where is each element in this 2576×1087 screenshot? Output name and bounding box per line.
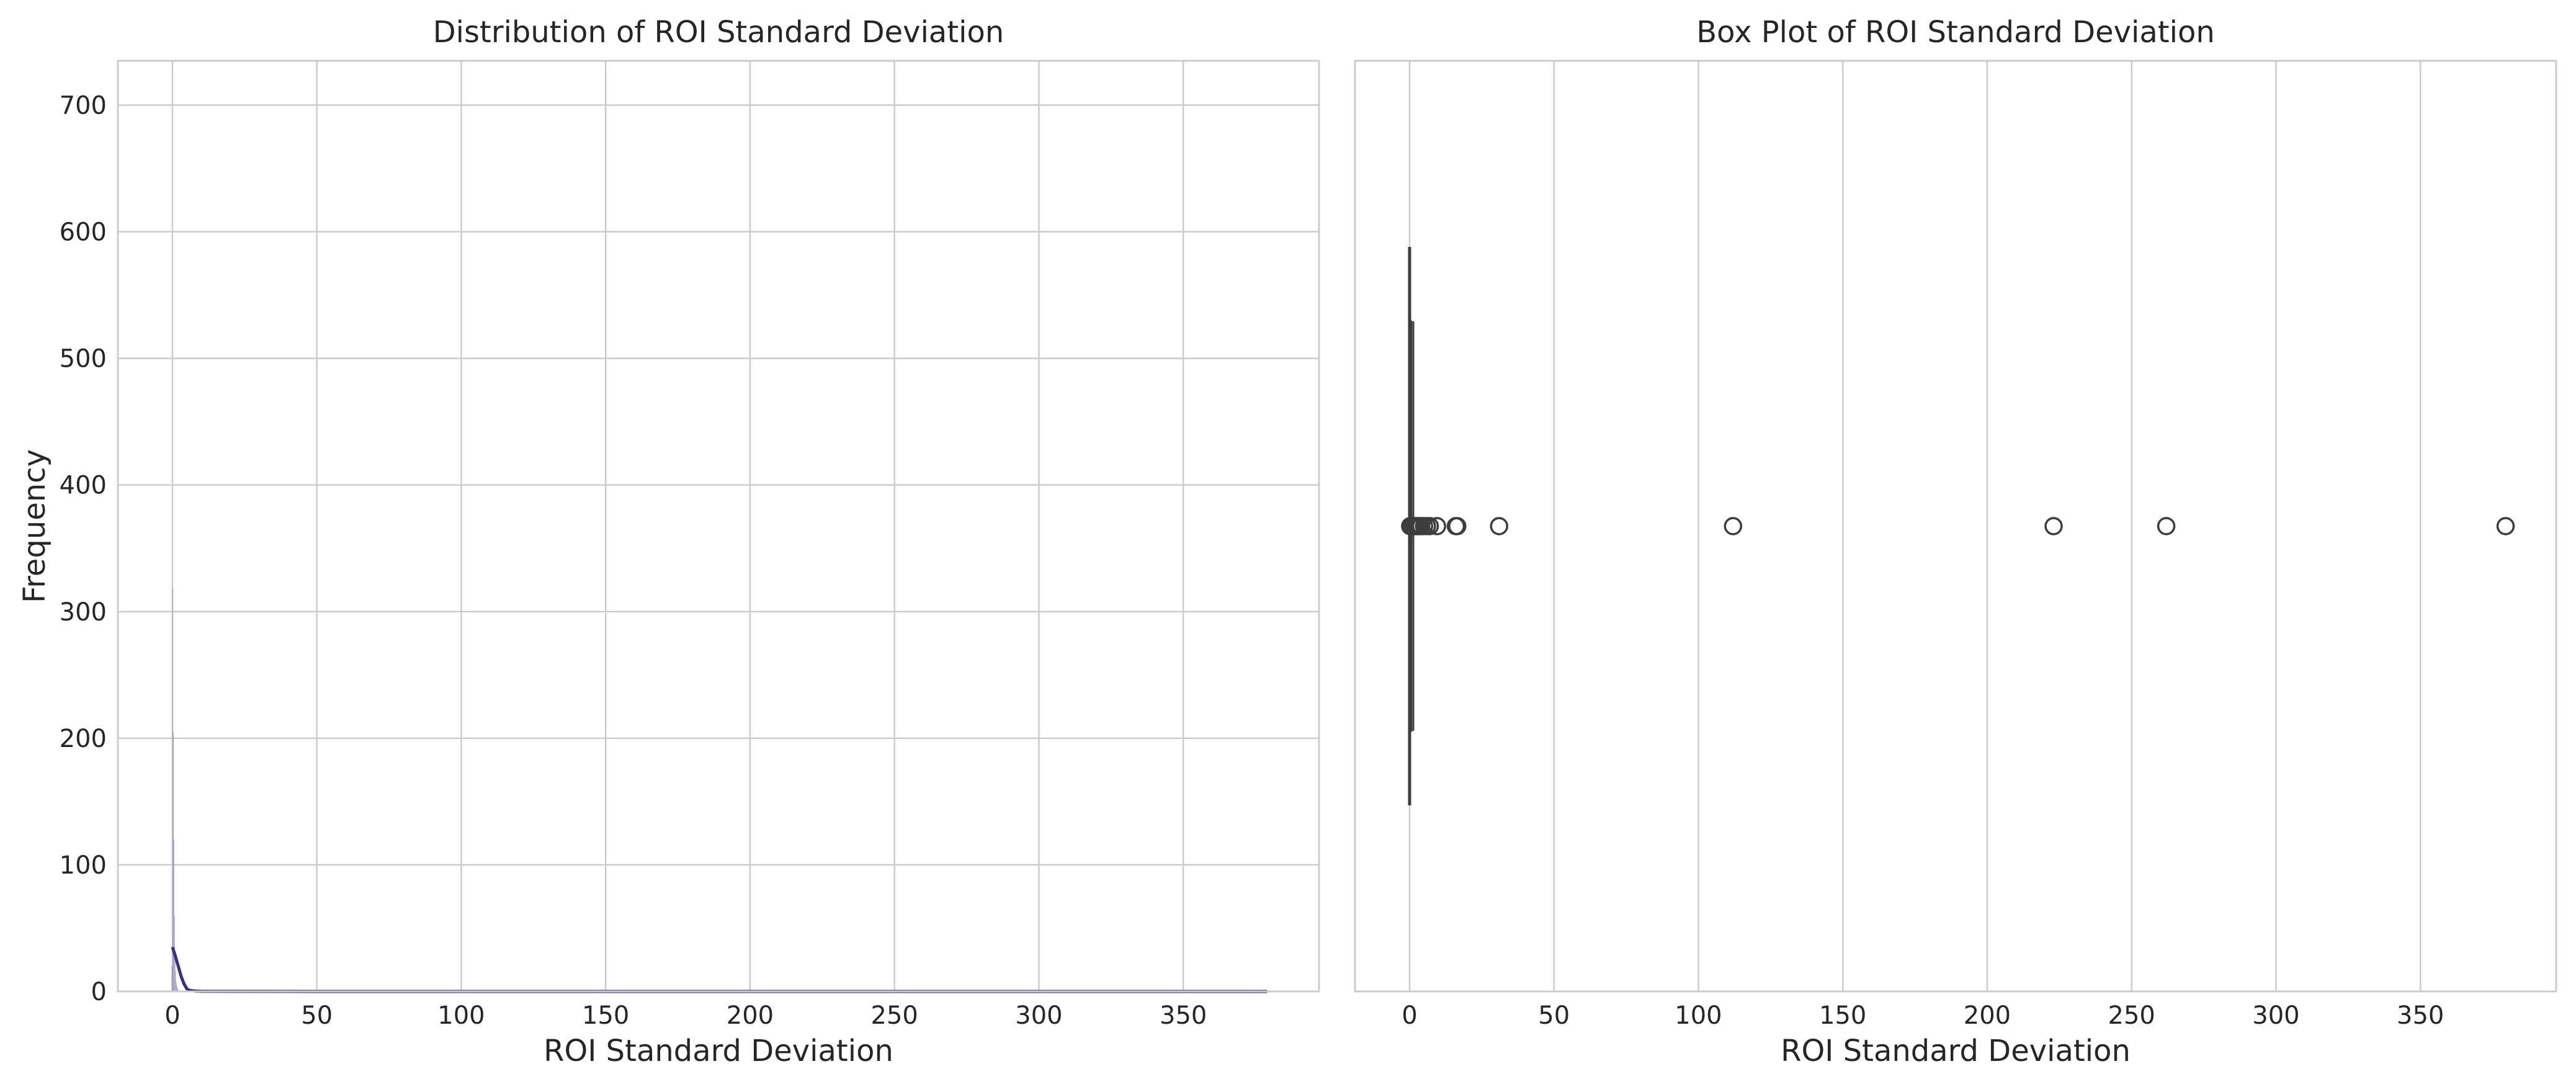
histogram-y-axis-label: Frequency — [17, 449, 52, 603]
boxplot-x-tick-label: 200 — [1964, 1001, 2011, 1030]
histogram-bar — [174, 953, 176, 991]
histogram-x-tick-label: 150 — [582, 1001, 629, 1030]
histogram-bar — [172, 731, 174, 991]
boxplot-x-tick-label: 0 — [1402, 1001, 1417, 1030]
boxplot-outlier-point — [2157, 517, 2176, 535]
histogram-y-tick-label: 0 — [91, 978, 107, 1006]
boxplot-outlier-point — [1420, 517, 1439, 535]
boxplot-x-tick-label: 150 — [1819, 1001, 1866, 1030]
histogram-y-tick-label: 300 — [60, 598, 107, 627]
histogram-bar — [172, 589, 173, 991]
histogram-bar — [176, 985, 177, 991]
histogram-x-tick-label: 300 — [1015, 1001, 1062, 1030]
histogram-x-tick-label: 0 — [164, 1001, 180, 1030]
boxplot-x-axis-label: ROI Standard Deviation — [1781, 1034, 2131, 1068]
boxplot-x-tick-label: 350 — [2397, 1001, 2444, 1030]
histogram-y-tick-label: 500 — [60, 345, 107, 374]
histogram-x-tick-label: 250 — [871, 1001, 918, 1030]
histogram-y-tick-label: 600 — [60, 218, 107, 247]
histogram-y-tick-label: 100 — [60, 851, 107, 880]
histogram-y-tick-label: 400 — [60, 472, 107, 500]
histogram-x-ticks: 0 50 100 150 200 250 300 350 — [164, 1001, 1207, 1030]
boxplot-x-tick-label: 250 — [2108, 1001, 2155, 1030]
boxplot-outliers — [1401, 517, 2515, 535]
boxplot-x-ticks: 0 50 100 150 200 250 300 350 — [1402, 1001, 2444, 1030]
histogram-y-ticks: 0 100 200 300 400 500 600 700 — [60, 91, 107, 1006]
histogram-x-tick-label: 100 — [437, 1001, 485, 1030]
histogram-y-tick-label: 700 — [60, 91, 107, 120]
histogram-x-tick-label: 50 — [301, 1001, 333, 1030]
boxplot-outlier-point — [1428, 517, 1446, 535]
boxplot-outlier-point — [1490, 517, 1509, 535]
boxplot-title: Box Plot of ROI Standard Deviation — [1696, 15, 2215, 50]
boxplot-grid — [1408, 61, 2422, 991]
histogram-x-tick-label: 200 — [727, 1001, 774, 1030]
histogram-x-tick-label: 350 — [1160, 1001, 1207, 1030]
histogram-axes-frame — [117, 60, 1320, 993]
histogram-y-tick-label: 200 — [60, 725, 107, 753]
boxplot-outlier-point — [2044, 517, 2063, 535]
histogram-bar — [176, 981, 177, 991]
boxplot-outlier-point — [1724, 517, 1743, 535]
boxplot-x-tick-label: 50 — [1538, 1001, 1570, 1030]
boxplot-axes-frame — [1354, 60, 2557, 993]
boxplot-x-tick-label: 100 — [1675, 1001, 1722, 1030]
boxplot-outlier-point — [2496, 517, 2515, 535]
boxplot-x-tick-label: 300 — [2252, 1001, 2299, 1030]
histogram-bar — [177, 988, 179, 991]
histogram-title: Distribution of ROI Standard Deviation — [433, 15, 1004, 50]
histogram-x-axis-label: ROI Standard Deviation — [543, 1034, 893, 1068]
boxplot-outlier-point — [1448, 517, 1467, 535]
histogram-panel: Distribution of ROI Standard Deviation 0… — [17, 15, 1320, 1068]
boxplot-panel: Box Plot of ROI Standard Deviation 0 50 10… — [1354, 15, 2557, 1068]
